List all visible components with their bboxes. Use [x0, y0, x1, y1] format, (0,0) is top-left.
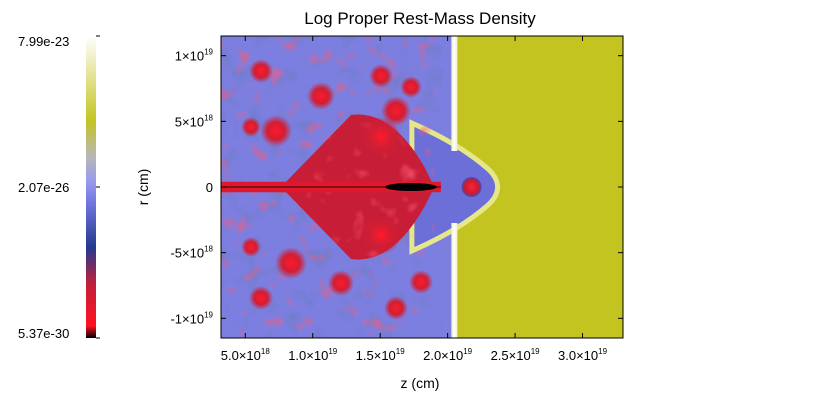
y-tick-label: 5×1018 [175, 113, 214, 129]
density-clump [260, 115, 292, 147]
x-tick-label: 5.0×1018 [221, 347, 271, 363]
chart-title: Log Proper Rest-Mass Density [304, 9, 536, 28]
density-clump [249, 286, 273, 310]
density-clump [275, 247, 307, 279]
jet-tip-blob [461, 177, 482, 197]
density-clump [384, 296, 408, 320]
colorbar: 7.99e-23 2.07e-26 5.37e-30 [18, 34, 100, 341]
density-clump [369, 64, 393, 88]
x-tick-label: 2.5×1019 [491, 347, 541, 363]
density-clump [361, 215, 401, 255]
density-field [221, 36, 623, 338]
colorbar-scale [86, 36, 96, 338]
shock-notch [450, 151, 461, 223]
x-axis-label: z (cm) [401, 375, 440, 391]
density-clump [400, 76, 422, 98]
density-clump [249, 59, 273, 83]
density-clump [307, 82, 335, 110]
y-axis: 1×1019 5×1018 0 -5×1018 -1×1019 [170, 48, 623, 326]
y-tick-label: 1×1019 [175, 48, 214, 64]
y-tick-label: -1×1019 [170, 310, 213, 326]
y-tick-label: -5×1018 [170, 245, 213, 261]
y-axis-label: r (cm) [135, 169, 151, 206]
colorbar-min-label: 5.37e-30 [18, 326, 69, 341]
y-tick-label: 0 [206, 180, 213, 195]
colorbar-max-label: 7.99e-23 [18, 34, 69, 49]
x-tick-label: 2.0×1019 [423, 347, 473, 363]
density-clump [409, 270, 433, 294]
colorbar-mid-label: 2.07e-26 [18, 180, 69, 195]
x-axis: 5.0×1018 1.0×1019 1.5×1019 2.0×1019 2.5×1019… [221, 36, 608, 363]
x-tick-label: 1.5×1019 [356, 347, 406, 363]
jet-hotspot [384, 183, 437, 191]
x-tick-label: 3.0×1019 [558, 347, 608, 363]
density-clump [328, 270, 354, 296]
density-clump [241, 237, 261, 257]
x-tick-label: 1.0×1019 [288, 347, 338, 363]
density-clump [241, 117, 261, 137]
density-clump [361, 117, 401, 157]
